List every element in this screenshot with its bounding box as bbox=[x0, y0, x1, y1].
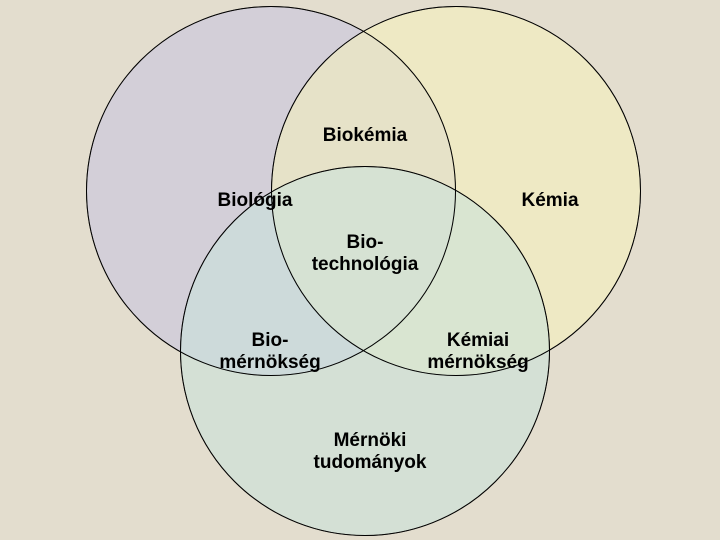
label-bioengineering: Bio- mérnökség bbox=[190, 330, 350, 374]
label-biochemistry: Biokémia bbox=[295, 125, 435, 147]
label-engineering: Mérnöki tudományok bbox=[290, 430, 450, 474]
label-chemeng: Kémiai mérnökség bbox=[398, 330, 558, 374]
label-biology: Biológia bbox=[185, 190, 325, 212]
label-chemistry: Kémia bbox=[480, 190, 620, 212]
venn-diagram: Biológia Kémia Biokémia Bio- technológia Bio… bbox=[0, 0, 720, 540]
label-biotechnology: Bio- technológia bbox=[280, 232, 450, 276]
